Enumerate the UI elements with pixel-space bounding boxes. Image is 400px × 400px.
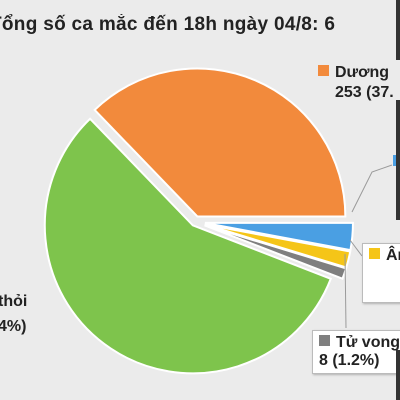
data-label-duong: 253 (37.: [335, 84, 394, 101]
edge-divider-bottom: [396, 350, 400, 400]
legend-duong: Dương: [318, 64, 389, 82]
chart-title: Tổng số ca mắc đến 18h ngày 04/8: 6: [0, 14, 336, 35]
legend-swatch-am: [369, 248, 380, 259]
data-label-green: 4%): [0, 318, 27, 335]
pie-slice-tu-vong: [204, 224, 348, 281]
leader-line-tu-vong: [344, 253, 347, 329]
data-label-tu-vong: 8 (1.2%): [319, 352, 380, 369]
pie-slice-green: [43, 117, 333, 375]
leader-line-am: [349, 239, 363, 257]
legend-name-tu-vong: Tử vong: [336, 334, 400, 351]
legend-box-am: Âm: [362, 243, 400, 303]
legend-swatch-tu-vong: [319, 335, 330, 346]
edge-divider-right: [396, 100, 400, 220]
legend-name-green: thỏi: [0, 293, 28, 310]
pie-slice-duong: [93, 67, 347, 218]
legend-name-am: Âm: [386, 247, 400, 264]
pie-slice-blue: [204, 221, 354, 252]
legend-swatch-duong: [318, 65, 329, 76]
leader-line-blue: [351, 164, 393, 213]
edge-divider-top: [396, 0, 400, 60]
legend-name-duong: Dương: [335, 64, 390, 81]
legend-box-tu-vong: Tử vong 8 (1.2%): [312, 330, 400, 374]
